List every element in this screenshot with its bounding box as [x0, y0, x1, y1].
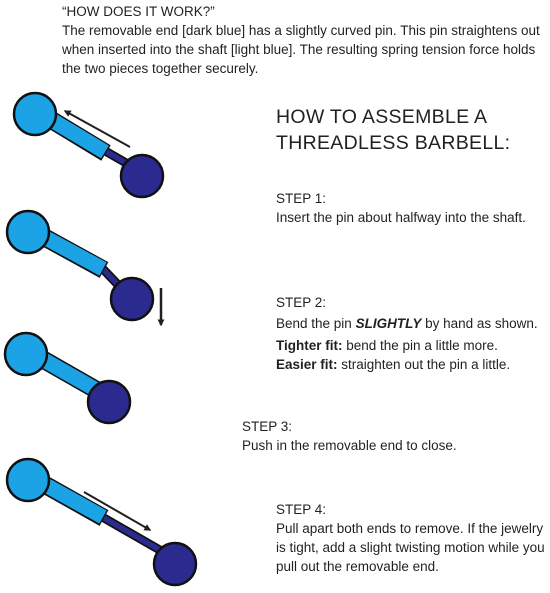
easier-fit-label: Easier fit: — [276, 357, 338, 372]
intro-section: “HOW DOES IT WORK?” The removable end [d… — [62, 2, 548, 78]
step-1-title: STEP 1: — [276, 191, 327, 206]
step-2: STEP 2: Bend the pin SLIGHTLY by hand as… — [276, 293, 538, 374]
assembly-heading: HOW TO ASSEMBLE A THREADLESS BARBELL: — [276, 104, 510, 156]
pull-apart-arrow — [83, 491, 152, 531]
intro-text: The removable end [dark blue] has a slig… — [62, 23, 540, 76]
step-2-easier-fit: Easier fit: straighten out the pin a lit… — [276, 355, 538, 374]
removable-end-ball — [119, 153, 165, 199]
removable-end-ball — [86, 379, 132, 425]
tighter-fit-label: Tighter fit: — [276, 338, 343, 353]
insert-arrow — [63, 110, 131, 148]
shaft-ball — [3, 331, 49, 377]
removable-end-ball — [109, 276, 155, 322]
step-2-tighter-fit: Tighter fit: bend the pin a little more. — [276, 336, 538, 355]
barbell-step-2 — [5, 209, 165, 327]
step-2-text-before: Bend the pin — [276, 316, 356, 331]
shaft-ball — [12, 91, 58, 137]
shaft-ball — [5, 457, 51, 503]
step-3: STEP 3: Push in the removable end to clo… — [242, 417, 457, 455]
barbell-step-4 — [5, 457, 198, 587]
step-4-title: STEP 4: — [276, 502, 327, 517]
step-3-title: STEP 3: — [242, 419, 293, 434]
step-1-text: Insert the pin about halfway into the sh… — [276, 210, 526, 225]
tighter-fit-text: bend the pin a little more. — [342, 338, 498, 353]
removable-end-ball — [152, 541, 198, 587]
barbell-step-3 — [3, 331, 132, 425]
step-2-text-after: by hand as shown. — [421, 316, 538, 331]
easier-fit-text: straighten out the pin a little. — [337, 357, 511, 372]
removable-end-pin — [101, 515, 168, 556]
step-1: STEP 1: Insert the pin about halfway int… — [276, 189, 526, 227]
step-2-title: STEP 2: — [276, 295, 327, 310]
barbell-step-1 — [12, 91, 165, 199]
shaft-ball — [5, 209, 51, 255]
step-4: STEP 4: Pull apart both ends to remove. … — [276, 500, 548, 576]
heading-line-2: THREADLESS BARBELL: — [276, 132, 511, 154]
step-2-instruction: Bend the pin SLIGHTLY by hand as shown. — [276, 314, 538, 333]
step-2-emphasis: SLIGHTLY — [355, 316, 422, 331]
intro-title: “HOW DOES IT WORK?” — [62, 4, 215, 19]
step-4-text: Pull apart both ends to remove. If the j… — [276, 521, 545, 574]
step-3-text: Push in the removable end to close. — [242, 438, 457, 453]
heading-line-1: HOW TO ASSEMBLE A — [276, 106, 488, 128]
